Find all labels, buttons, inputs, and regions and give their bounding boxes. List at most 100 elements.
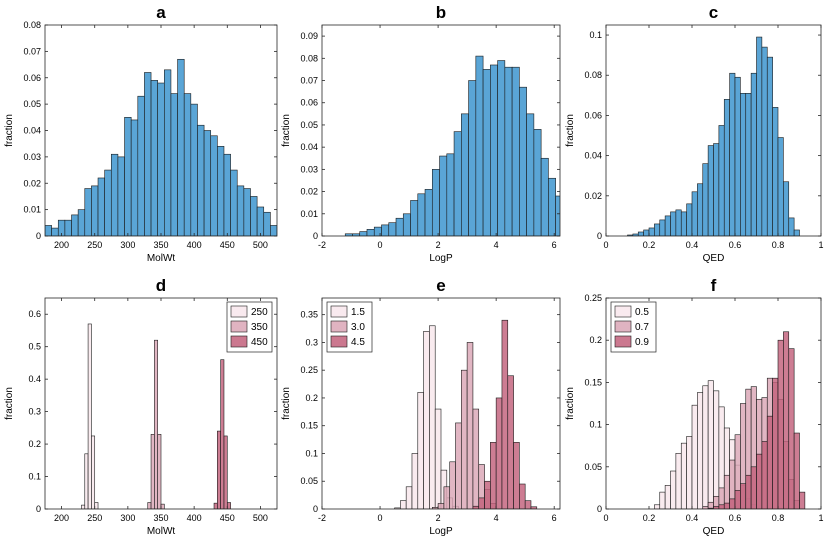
histogram-bar — [788, 217, 795, 236]
x-tick-label: -2 — [318, 513, 326, 523]
legend: 0.5 0.7 0.9 — [610, 301, 657, 353]
histogram-bar — [77, 209, 86, 236]
y-tick-label: 0.03 — [300, 164, 318, 174]
histogram-bar — [777, 339, 784, 509]
legend-label: 250 — [251, 307, 268, 318]
histogram-bar — [585, 232, 592, 236]
histogram-bar — [87, 323, 92, 509]
histogram-bar — [263, 211, 271, 236]
histogram-bar — [190, 103, 198, 236]
histogram-bar — [740, 483, 747, 509]
histogram-bar — [713, 143, 720, 236]
histogram-bar — [680, 442, 687, 509]
histogram-bar — [443, 486, 451, 509]
legend-label: 350 — [251, 322, 268, 333]
histogram-bar — [680, 211, 687, 236]
x-tick-label: 0.4 — [686, 513, 699, 523]
x-tick-label: 0.8 — [772, 240, 785, 250]
histogram-bar — [150, 434, 155, 509]
histogram-bar — [729, 72, 736, 236]
histogram-bar — [718, 125, 725, 236]
y-axis-label: fraction — [4, 114, 15, 147]
histogram-bar — [756, 453, 763, 509]
y-tick-label: 0.06 — [23, 73, 41, 83]
histogram-bar — [548, 177, 556, 236]
histogram-bar — [484, 480, 491, 509]
y-tick-label: 0.08 — [23, 20, 41, 30]
legend-swatch — [330, 335, 348, 348]
y-axis-label: fraction — [565, 387, 576, 420]
histogram-bar — [402, 213, 411, 236]
histogram-bar — [160, 503, 165, 509]
legend-swatch — [330, 305, 348, 318]
histogram-bar — [524, 500, 532, 509]
x-tick-label: 0.4 — [686, 240, 699, 250]
histogram-bar — [772, 377, 779, 509]
x-tick-label: 200 — [54, 513, 69, 523]
histogram-bar — [648, 227, 655, 236]
x-tick-label: 400 — [187, 240, 202, 250]
histogram-bar — [51, 227, 59, 236]
histogram-bar — [71, 214, 79, 236]
histogram-bar — [643, 229, 650, 236]
x-tick-label: -2 — [318, 240, 326, 250]
histogram-bar — [482, 69, 491, 236]
axes-box — [321, 24, 561, 237]
x-tick-label: 300 — [120, 513, 135, 523]
histogram-bar — [223, 435, 228, 509]
histogram-bar — [94, 502, 99, 509]
y-tick-label: 0.09 — [300, 31, 318, 41]
histogram-bar — [697, 392, 704, 509]
histogram-bar — [154, 339, 158, 509]
y-tick-label: 0.05 — [23, 99, 41, 109]
histogram-bar — [236, 185, 245, 236]
x-tick-label: 350 — [153, 240, 168, 250]
histogram-bar — [734, 76, 741, 236]
histogram-bar — [637, 231, 644, 236]
y-tick-label: 0.1 — [28, 472, 41, 482]
bars — [81, 323, 231, 509]
bars — [627, 36, 800, 236]
histogram-bar — [461, 113, 469, 236]
histogram-bar — [756, 36, 763, 236]
y-tick-label: 0.06 — [584, 110, 602, 120]
histogram-bar — [654, 223, 661, 236]
y-tick-label: 0.07 — [300, 76, 318, 86]
histogram-bar — [223, 153, 231, 236]
panel-title: e — [436, 276, 445, 295]
y-tick-label: 0 — [597, 231, 602, 241]
legend-swatch — [614, 305, 632, 318]
histogram-bar — [750, 466, 757, 509]
y-tick-label: 0 — [36, 504, 41, 514]
histogram-bar — [507, 375, 514, 509]
axes-box — [321, 297, 561, 510]
legend-swatch — [330, 320, 348, 333]
x-tick-label: 2 — [436, 240, 441, 250]
x-tick-label: 500 — [253, 240, 268, 250]
histogram-bar — [449, 461, 456, 509]
histogram-bar — [197, 124, 205, 236]
legend-label: 1.5 — [351, 307, 365, 318]
histogram-bar — [723, 99, 730, 236]
histogram-bar — [455, 422, 462, 509]
histogram-bar — [713, 390, 720, 509]
bars — [394, 319, 538, 509]
histogram-bar — [530, 506, 538, 509]
x-tick-label: 450 — [220, 240, 235, 250]
histogram-bar — [157, 434, 162, 509]
histogram-bar — [137, 95, 145, 236]
x-tick-label: 1 — [818, 240, 823, 250]
y-tick-label: 0 — [313, 504, 318, 514]
histogram-bar — [431, 169, 440, 236]
y-tick-label: 0.07 — [23, 46, 41, 56]
y-tick-label: 0.1 — [305, 448, 318, 458]
y-tick-label: 0.25 — [300, 365, 318, 375]
legend-swatch — [614, 320, 632, 333]
histogram-bar — [64, 219, 72, 236]
x-tick-label: 0.8 — [772, 513, 785, 523]
histogram-bar — [405, 486, 413, 509]
x-tick-label: 0 — [378, 513, 383, 523]
y-tick-label: 0.2 — [305, 393, 318, 403]
histogram-bar — [659, 491, 666, 509]
histogram-bar — [670, 470, 677, 509]
